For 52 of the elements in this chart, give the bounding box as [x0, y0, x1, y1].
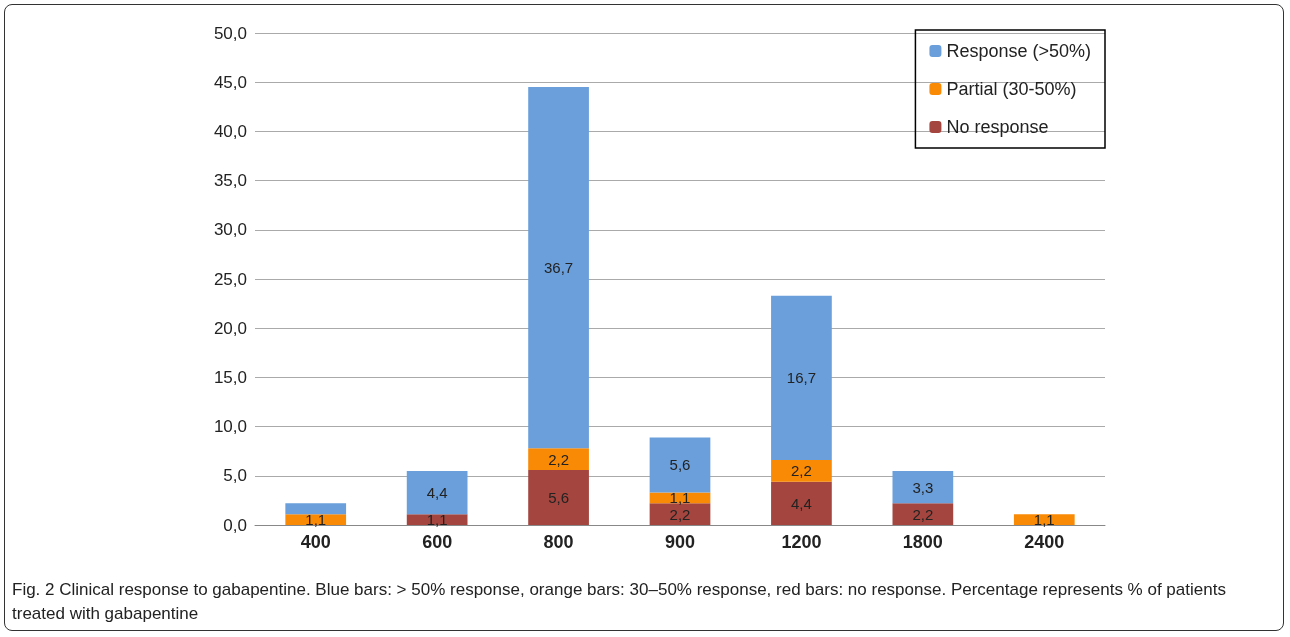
data-label: 4,4	[791, 494, 812, 512]
data-label: 1,1	[426, 511, 448, 529]
bar	[528, 448, 589, 470]
x-tick-label: 400	[300, 532, 331, 552]
data-label: 2,2	[669, 505, 691, 523]
y-tick-label: 5,0	[223, 466, 247, 486]
y-tick-label: 45,0	[213, 72, 247, 92]
bar	[649, 503, 711, 525]
data-label: 2,2	[791, 462, 812, 480]
data-label: 5,6	[548, 488, 569, 506]
bar	[771, 481, 832, 525]
data-label: 16,7	[786, 369, 817, 387]
x-tick-label: 600	[422, 532, 453, 552]
data-label: 2,2	[548, 450, 569, 468]
legend-label: No response	[946, 117, 1049, 137]
y-tick-label: 0,0	[223, 515, 247, 535]
data-label: 4,4	[426, 484, 448, 502]
bar	[406, 470, 468, 515]
y-tick-label: 10,0	[213, 417, 247, 437]
bar	[649, 437, 711, 493]
bar	[892, 470, 954, 504]
bar	[285, 503, 347, 515]
y-tick-label: 50,0	[213, 23, 247, 43]
bar	[528, 87, 589, 449]
bar	[406, 514, 468, 525]
x-tick-label: 800	[543, 532, 574, 552]
data-label: 1,1	[305, 511, 327, 529]
y-tick-label: 35,0	[213, 171, 247, 191]
bar	[771, 295, 832, 461]
y-tick-label: 25,0	[213, 269, 247, 289]
bar	[528, 469, 589, 525]
y-tick-label: 15,0	[213, 367, 247, 387]
y-tick-label: 20,0	[213, 318, 247, 338]
x-tick-label: 1800	[902, 532, 943, 552]
bar	[285, 514, 347, 525]
data-label: 2,2	[912, 505, 934, 523]
y-tick-label: 30,0	[213, 220, 247, 240]
x-tick-label: 1200	[781, 532, 822, 552]
data-label: 5,6	[669, 456, 691, 474]
bar	[771, 460, 832, 482]
y-tick-label: 40,0	[213, 121, 247, 141]
legend-label: Response (>50%)	[946, 41, 1092, 61]
x-tick-label: 900	[664, 532, 696, 552]
data-label: 36,7	[543, 259, 574, 277]
data-label: 3,3	[912, 478, 934, 496]
bar	[892, 503, 954, 525]
legend-label: Partial (30-50%)	[946, 79, 1077, 99]
data-label: 1,1	[669, 489, 691, 507]
bar	[1013, 514, 1075, 525]
data-label: 1,1	[1033, 511, 1055, 529]
caption: Fig. 2 Clinical response to gabapentine. Blue bars: > 50% response, orange bars: 30–50% response, red bars: no response. Percentage represents % of patients treated with gabapentine	[12, 579, 1227, 625]
x-tick-label: 2400	[1024, 532, 1065, 552]
